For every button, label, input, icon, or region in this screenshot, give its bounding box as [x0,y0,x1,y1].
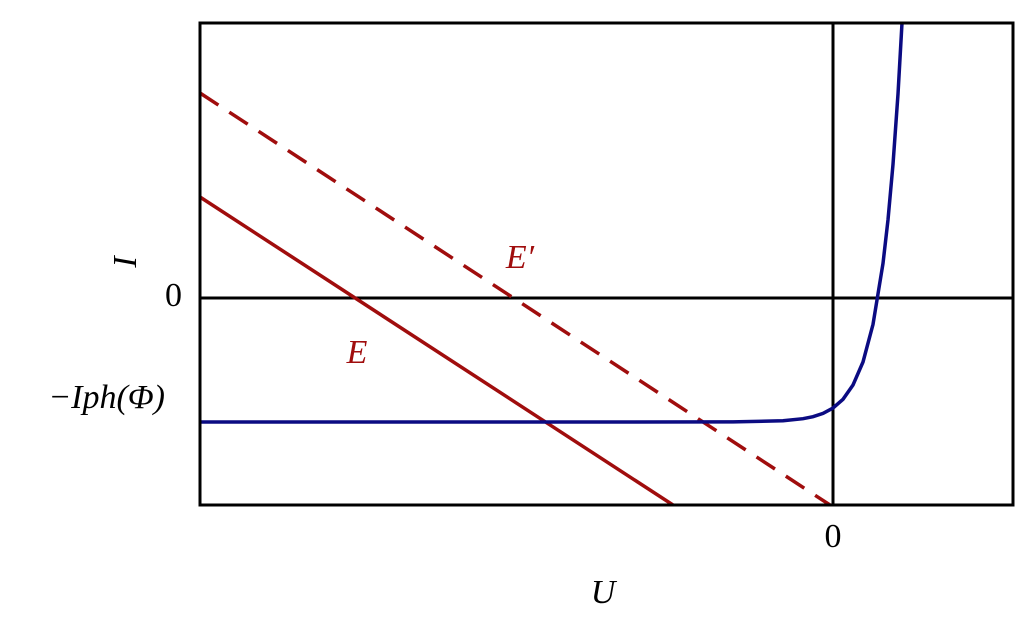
x-tick-label: 0 [825,518,842,555]
x-axis-label: U [591,574,618,611]
y-tick-label: 0 [165,277,182,314]
series-label: E [346,334,368,371]
plot-area [200,23,904,505]
plot-frame [198,21,1015,507]
series-line [200,23,904,424]
series-line [200,195,674,505]
y-axis-label: I [107,255,144,269]
y-tick-label: −Iph(Φ) [48,379,165,416]
series-label: E′ [505,239,535,276]
series-line [200,91,831,505]
